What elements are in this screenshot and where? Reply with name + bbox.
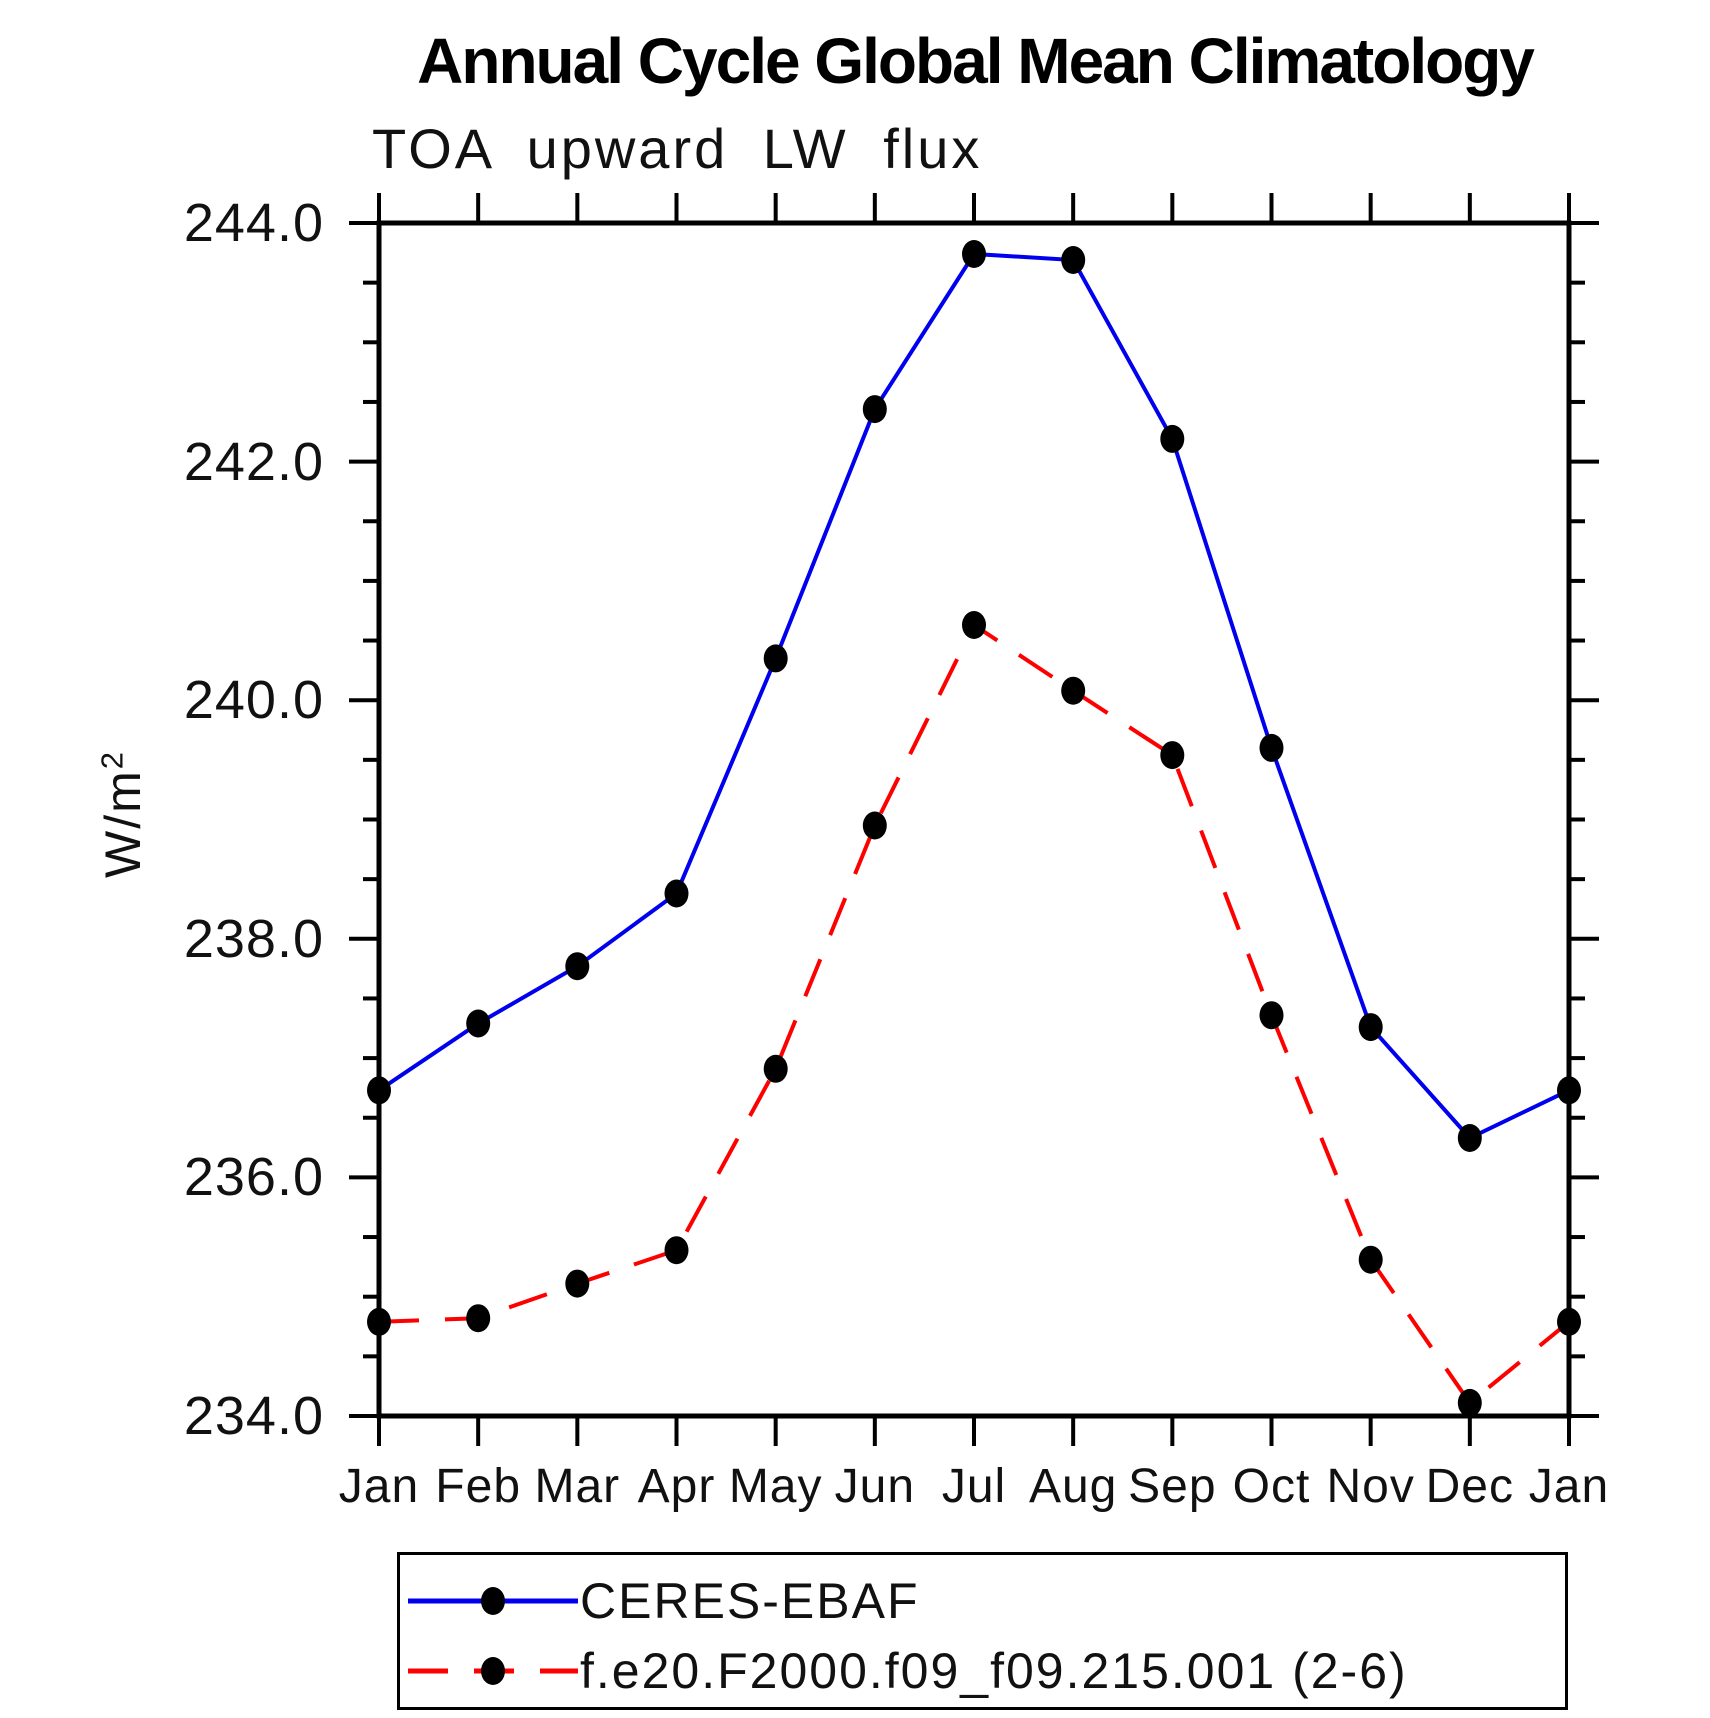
- data-point-marker: [862, 395, 887, 424]
- x-tick-label: Jan: [1528, 1460, 1610, 1513]
- x-tick-label: Apr: [637, 1460, 716, 1513]
- data-point-marker: [1457, 1124, 1482, 1152]
- legend-marker-dashed: [481, 1657, 505, 1685]
- x-tick-label: Jan: [338, 1460, 420, 1513]
- x-tick-label: Sep: [1128, 1460, 1217, 1513]
- y-tick-label: 236.0: [183, 1147, 324, 1208]
- chart-subtitle: TOA upward LW flux: [372, 117, 983, 180]
- data-point-marker: [565, 952, 590, 981]
- legend-entry-label: f.e20.F2000.f09_f09.215.001 (2-6): [580, 1643, 1408, 1699]
- data-point-marker: [367, 1076, 391, 1105]
- y-tick-label: 244.0: [183, 193, 324, 253]
- y-tick-label: 234.0: [183, 1386, 324, 1446]
- data-point-marker: [664, 1236, 689, 1265]
- data-point-marker: [664, 879, 689, 908]
- data-point-marker: [1358, 1013, 1383, 1042]
- data-point-marker: [466, 1304, 491, 1333]
- x-tick-label: Jun: [834, 1460, 916, 1513]
- axes: [376, 220, 1572, 1419]
- data-point-marker: [466, 1009, 491, 1038]
- data-point-marker: [862, 811, 887, 840]
- data-point-marker: [1557, 1307, 1581, 1336]
- y-tick-label: 242.0: [183, 431, 324, 492]
- data-point-marker: [1358, 1245, 1383, 1274]
- data-point-marker: [1557, 1076, 1581, 1105]
- data-point-marker: [367, 1307, 391, 1336]
- x-tick-label: Nov: [1326, 1460, 1415, 1513]
- x-tick-label: Aug: [1028, 1460, 1118, 1513]
- legend-samples: [408, 1587, 578, 1685]
- data-point-marker: [1061, 676, 1086, 705]
- series-markers-1: [367, 611, 1581, 1417]
- data-point-marker: [1160, 741, 1185, 770]
- x-tick-label: Dec: [1425, 1460, 1514, 1513]
- legend-entry-label: CERES-EBAF: [580, 1573, 920, 1629]
- series-line-1: [378, 622, 1571, 1406]
- legend-marker-solid: [481, 1587, 505, 1615]
- axis-ticks: [349, 193, 1599, 1446]
- x-tick-label: Jul: [941, 1460, 1007, 1513]
- x-tick-label: May: [728, 1460, 823, 1513]
- y-tick-label: 240.0: [183, 670, 324, 731]
- data-point-marker: [1259, 1001, 1284, 1030]
- x-tick-label: Feb: [435, 1460, 522, 1513]
- series-markers-0: [367, 240, 1581, 1152]
- series-line-0: [377, 251, 1570, 1141]
- data-point-marker: [763, 1054, 788, 1083]
- y-tick-label: 238.0: [183, 908, 324, 969]
- x-tick-label: Oct: [1232, 1460, 1311, 1513]
- data-point-marker: [565, 1269, 590, 1298]
- data-point-marker: [1457, 1388, 1482, 1417]
- x-tick-label: Mar: [534, 1460, 621, 1513]
- data-point-marker: [1061, 246, 1086, 274]
- data-point-marker: [1160, 424, 1185, 453]
- data-point-marker: [763, 644, 788, 673]
- chart-title: Annual Cycle Global Mean Climatology: [417, 25, 1535, 97]
- data-point-marker: [1259, 733, 1284, 762]
- data-point-marker: [962, 611, 986, 639]
- legend: CERES-EBAF f.e20.F2000.f09_f09.215.001 (…: [397, 1552, 1568, 1710]
- data-point-marker: [962, 240, 986, 268]
